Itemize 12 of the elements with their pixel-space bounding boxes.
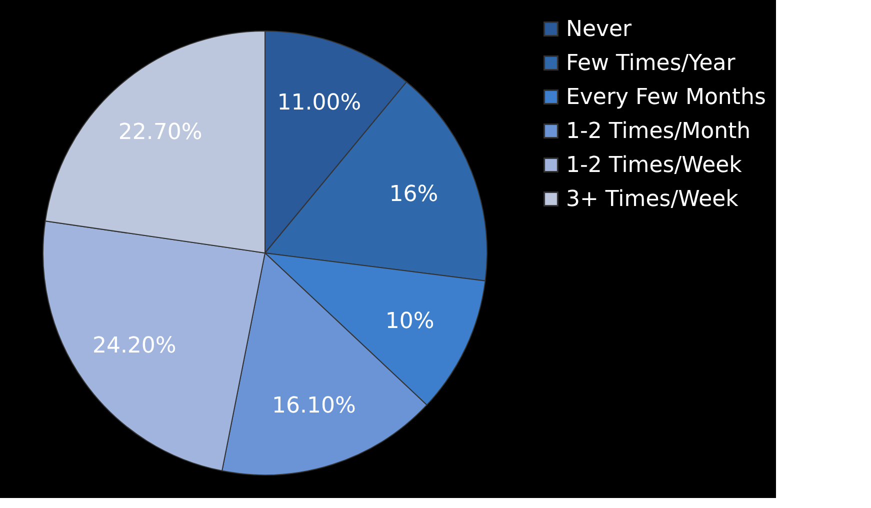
data-label: 16% [389,182,438,208]
legend-label: Never [566,17,633,42]
data-label: 16.10% [272,393,356,418]
legend-label: 1-2 Times/Month [566,119,751,144]
legend-label: Few Times/Year [566,51,736,76]
legend-label: Every Few Months [566,85,766,110]
data-label: 24.20% [92,333,176,358]
data-label: 10% [385,309,434,334]
legend-label: 3+ Times/Week [566,187,739,212]
legend-label: 1-2 Times/Week [566,153,742,178]
data-label: 22.70% [118,120,202,145]
data-label: 11.00% [277,90,362,116]
